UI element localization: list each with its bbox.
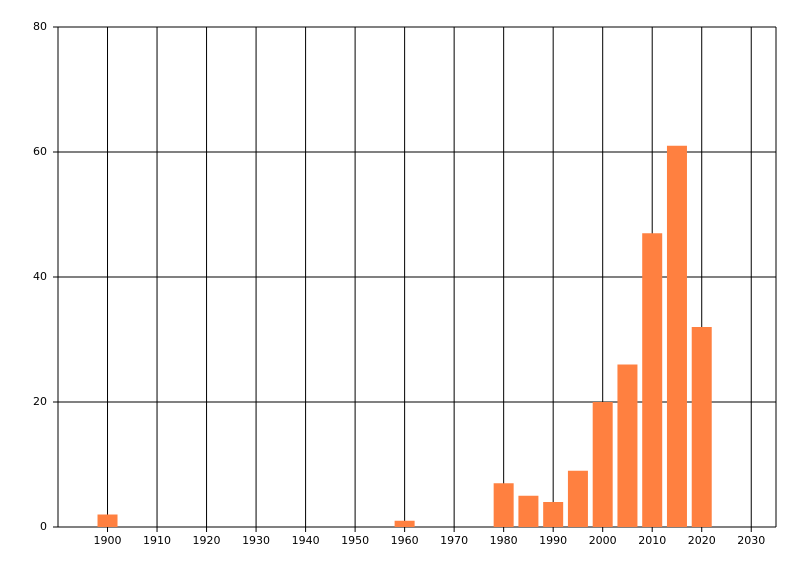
bar bbox=[97, 514, 118, 527]
x-tick-label: 1940 bbox=[292, 534, 320, 547]
x-tick-label: 2000 bbox=[589, 534, 617, 547]
bar bbox=[394, 520, 415, 527]
bar bbox=[642, 233, 663, 527]
x-tick-label: 2010 bbox=[638, 534, 666, 547]
bar bbox=[666, 145, 687, 527]
x-tick-label: 1900 bbox=[94, 534, 122, 547]
bar bbox=[518, 495, 539, 527]
x-tick-label: 2020 bbox=[688, 534, 716, 547]
x-tick-label: 1920 bbox=[193, 534, 221, 547]
x-tick-label: 1930 bbox=[242, 534, 270, 547]
x-tick-label: 2030 bbox=[737, 534, 765, 547]
x-tick-label: 1960 bbox=[391, 534, 419, 547]
bar bbox=[543, 502, 564, 527]
y-tick-label: 0 bbox=[40, 520, 47, 533]
y-tick-label: 40 bbox=[33, 270, 47, 283]
bar bbox=[691, 327, 712, 527]
x-tick-label: 1950 bbox=[341, 534, 369, 547]
x-tick-label: 1910 bbox=[143, 534, 171, 547]
y-tick-label: 20 bbox=[33, 395, 47, 408]
x-tick-label: 1980 bbox=[490, 534, 518, 547]
y-tick-label: 60 bbox=[33, 145, 47, 158]
bar bbox=[567, 470, 588, 527]
bar bbox=[592, 402, 613, 527]
bar bbox=[617, 364, 638, 527]
y-tick-label: 80 bbox=[33, 20, 47, 33]
x-tick-label: 1970 bbox=[440, 534, 468, 547]
x-tick-label: 1990 bbox=[539, 534, 567, 547]
bar bbox=[493, 483, 514, 527]
